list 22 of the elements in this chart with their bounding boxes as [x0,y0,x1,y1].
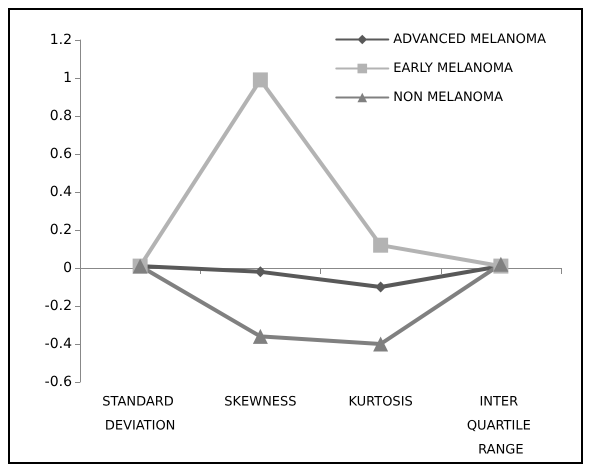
x-tick-label: INTER QUARTILE RANGE [466,394,535,458]
legend-label: EARLY MELANOMA [393,61,514,76]
point [375,282,386,292]
x-tick-label: SKEWNESS [224,394,297,410]
y-tick-label: 1 [63,70,72,86]
y-tick-label: 0.6 [50,146,72,162]
point [252,328,268,344]
y-tick-label: 0.8 [50,108,72,124]
point [373,238,388,253]
x-tick-label: STANDARD DEVIATION [102,394,178,434]
y-tick-label: -0.4 [44,336,72,352]
y-tick-label: 0.2 [50,222,72,238]
point [373,336,388,352]
y-tick-label: 1.2 [50,32,72,48]
y-tick-label: 0 [63,260,72,276]
y-tick-label: 0.4 [50,184,72,200]
point [252,72,268,88]
y-tick-label: -0.6 [44,374,72,390]
legend-label: NON MELANOMA [393,90,504,105]
y-tick-label: -0.2 [44,298,72,314]
legend-label: ADVANCED MELANOMA [393,32,546,47]
x-tick-label: KURTOSIS [348,394,413,410]
